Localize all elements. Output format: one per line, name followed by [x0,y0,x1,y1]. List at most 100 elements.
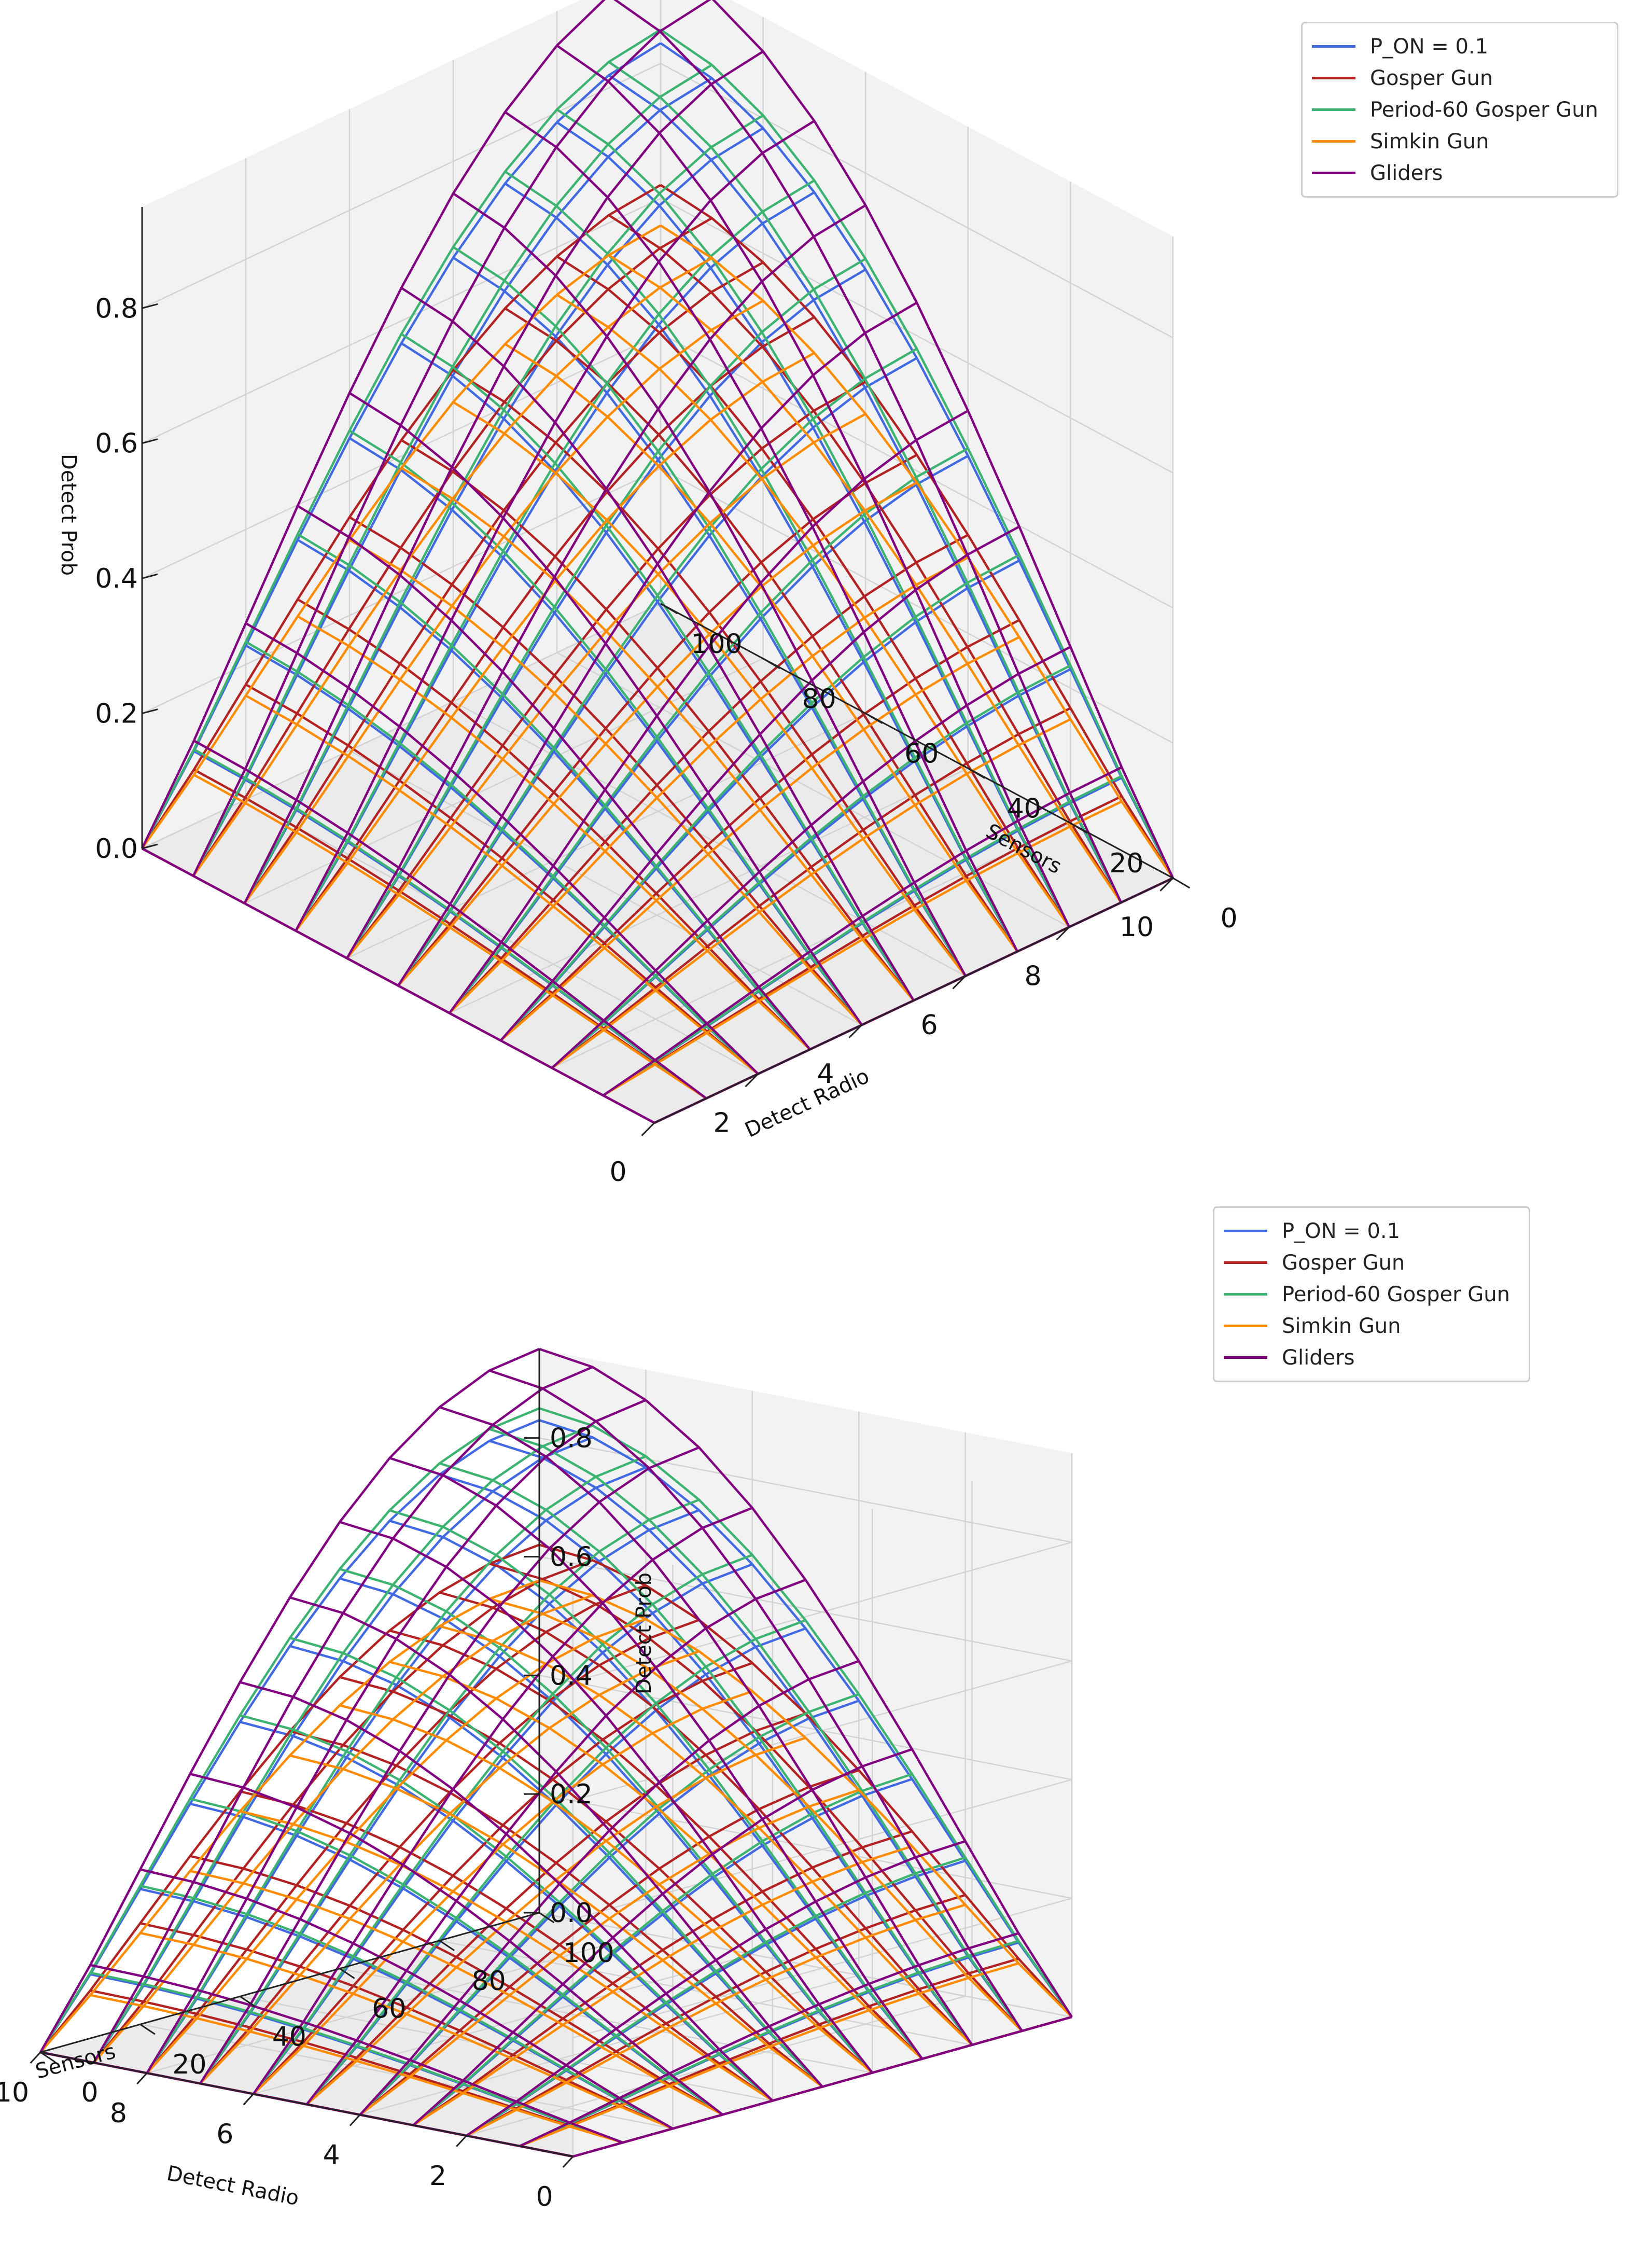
y-tick-label: 60 [372,1994,406,2025]
x-tick-label: 6 [920,1010,938,1041]
wire-line [146,1455,647,2074]
grid-line [439,1940,972,2046]
y-tick-label: 0 [1220,903,1237,934]
wire-line [199,1650,700,2084]
wire-line [348,538,863,1026]
tick-mark [562,2155,574,2168]
wire-line [359,1660,859,2116]
grid-line [142,63,661,309]
grid-line [142,468,661,714]
y-tick-label: 80 [802,684,836,715]
grid-line [539,1556,1072,1662]
legend-swatch [1312,77,1355,79]
x-tick-label: 2 [713,1108,730,1139]
wire-line [660,184,1174,879]
legend-item: Simkin Gun [1224,1310,1517,1342]
wire-line [359,1693,859,2116]
wire-line [660,42,1174,879]
wire-line [39,1579,540,2053]
x-tick-label: 8 [1024,961,1041,992]
legend-label: Gliders [1282,1345,1355,1370]
y-tick-label: 0 [81,2077,98,2108]
legend-item: Gliders [1224,1342,1517,1373]
wire-line [297,615,811,1051]
wire-line [193,740,707,1100]
wire-line [92,1366,593,2064]
tick-mark [1172,877,1191,889]
z-tick-label: 0.2 [95,699,138,730]
x-tick-label: 6 [216,2119,233,2150]
grid-line [556,652,1070,928]
wire-line [348,516,863,1026]
wire-line [297,598,811,1051]
legend-label: Simkin Gun [1282,1314,1401,1338]
x-axis-ticks: 0 2 4 6 8 10 [0,2077,553,2213]
tick-mark [142,438,158,444]
legend-swatch [1224,1261,1267,1264]
tick-mark [865,713,883,724]
axis-line [40,2051,574,2158]
tick-mark [139,2023,156,2035]
legend-swatch [1224,1230,1267,1232]
wire-line [146,1399,647,2074]
y-tick-label: 20 [172,2049,206,2080]
wire-line [504,307,1018,952]
legend-label: Gosper Gun [1282,1250,1405,1275]
wire-line [348,392,863,1026]
tick-mark [142,303,158,309]
grid-line [660,198,1173,474]
wire-line [39,1407,540,2053]
legend-swatch [1312,108,1355,111]
wire-line [39,1347,540,2053]
grid-line [359,1974,859,2116]
z-tick-label: 0.0 [550,1898,593,1929]
wire-line [660,29,1174,879]
legend-top: P_ON = 0.1 Gosper Gun Period-60 Gosper G… [1301,22,1618,198]
wire-line [400,287,915,1001]
grid-line [539,1437,1072,1543]
wire-line [412,1845,913,2126]
x-tick-label: 4 [323,2140,340,2171]
wire-line [504,170,1018,952]
tick-mark [142,573,158,579]
wire-line [466,1903,966,2137]
grid-line [660,468,1173,744]
tick-mark [762,658,780,670]
wire-line [556,255,1070,928]
grid-line [660,63,1173,339]
z-tick-label: 0.6 [95,428,138,460]
legend-item: Gliders [1312,157,1605,189]
tick-mark [1159,877,1174,892]
grid-line [142,333,661,579]
tick-mark [848,1024,863,1038]
legend-label: P_ON = 0.1 [1370,34,1489,59]
tick-mark [339,1968,355,1979]
wire-line [146,1618,647,2074]
z-tick-label: 0.8 [95,293,138,324]
tick-mark [142,843,158,850]
x-tick-label: 0 [609,1157,626,1188]
x-tick-label: 4 [817,1059,834,1090]
wire-line [608,74,1122,903]
z-tick-label: 0.4 [95,563,138,594]
grid-line [572,1779,1072,1920]
z-axis-ticks: 0.0 0.2 0.4 0.6 0.8 [550,1423,593,1929]
legend-label: Period-60 Gosper Gun [1282,1282,1510,1306]
wire-line [39,1543,540,2053]
wire-line [504,343,1018,952]
wire-line [556,44,1071,928]
wire-line [556,294,1070,928]
x-tick-label: 10 [1120,912,1154,943]
wire-line [245,683,759,1075]
wire-line [556,121,1070,928]
tick-mark [539,1912,555,1924]
legend-item: Simkin Gun [1312,126,1605,157]
wire-line [245,622,759,1075]
surface-series [39,1347,1073,2158]
x-tick-label: 2 [429,2161,446,2192]
wire-line [519,1940,1019,2147]
surface-series [141,0,1174,1124]
wire-line [199,1446,700,2084]
y-tick-label: 40 [1007,793,1041,824]
